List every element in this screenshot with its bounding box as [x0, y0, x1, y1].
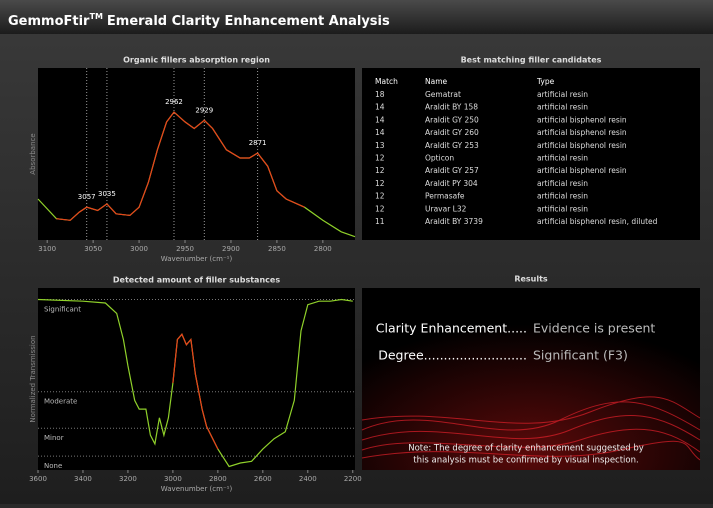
- table-cell: Araldit PY 304: [425, 179, 478, 188]
- table-cell: Araldit BY 158: [425, 103, 478, 112]
- panel-title: Results: [514, 275, 548, 284]
- x-tick-label: 3200: [119, 475, 137, 483]
- x-tick-label: 2950: [176, 245, 194, 253]
- table-cell: artificial resin: [537, 154, 588, 163]
- table-cell: Gematrat: [425, 90, 461, 99]
- result-label: Clarity Enhancement.....: [376, 321, 527, 336]
- table-cell: 12: [375, 192, 385, 201]
- table-cell: Araldit GY 250: [425, 115, 479, 124]
- table-cell: 14: [375, 115, 385, 124]
- x-tick-label: 2800: [314, 245, 332, 253]
- table-cell: Araldit GY 260: [425, 128, 479, 137]
- level-label: None: [44, 462, 62, 470]
- app-window: GemmoFtirTM Emerald Clarity Enhancement A…: [0, 0, 713, 504]
- table-cell: artificial bisphenol resin: [537, 128, 627, 137]
- y-axis-label: Absorbance: [29, 133, 37, 174]
- table-cell: artificial bisphenol resin: [537, 115, 627, 124]
- x-tick-label: 2900: [222, 245, 240, 253]
- table-cell: 11: [375, 217, 385, 226]
- x-tick-label: 3000: [130, 245, 148, 253]
- x-tick-label: 3100: [38, 245, 56, 253]
- result-label: Degree..........................: [378, 348, 527, 363]
- peak-label: 2962: [165, 98, 183, 106]
- x-tick-label: 3400: [74, 475, 92, 483]
- table-cell: Uravar L32: [425, 204, 467, 213]
- table-cell: artificial bisphenol resin: [537, 166, 627, 175]
- table-cell: artificial resin: [537, 179, 588, 188]
- level-label: Significant: [44, 305, 81, 313]
- table-cell: 13: [375, 141, 385, 150]
- peak-label: 2929: [195, 106, 213, 114]
- table-cell: artificial resin: [537, 192, 588, 201]
- result-note: Note: The degree of clarity enhancement …: [408, 444, 644, 454]
- table-cell: 12: [375, 166, 385, 175]
- chart-title: Organic fillers absorption region: [123, 56, 270, 65]
- table-cell: 18: [375, 90, 385, 99]
- x-tick-label: 3000: [164, 475, 182, 483]
- table-cell: 12: [375, 179, 385, 188]
- x-tick-label: 3050: [84, 245, 102, 253]
- peak-label: 2871: [249, 139, 267, 147]
- column-header: Match: [375, 77, 398, 86]
- x-axis-label: Wavenumber (cm⁻¹): [161, 255, 233, 263]
- column-header: Name: [425, 77, 448, 86]
- app-subtitle: Emerald Clarity Enhancement Analysis: [107, 14, 390, 29]
- x-tick-label: 2850: [268, 245, 286, 253]
- peak-label: 3035: [98, 190, 116, 198]
- table-cell: Permasafe: [425, 192, 465, 201]
- x-tick-label: 2400: [299, 475, 317, 483]
- result-note: this analysis must be confirmed by visua…: [413, 456, 638, 466]
- trademark: TM: [89, 12, 102, 21]
- table-cell: Opticon: [425, 154, 454, 163]
- table-cell: 12: [375, 204, 385, 213]
- plot-area: [38, 68, 355, 240]
- y-axis-label: Normalized Transmission: [29, 335, 37, 422]
- header-title: GemmoFtirTM Emerald Clarity Enhancement A…: [8, 12, 390, 29]
- result-value: Evidence is present: [533, 321, 655, 336]
- level-label: Minor: [44, 434, 64, 442]
- table-cell: Araldit GY 253: [425, 141, 479, 150]
- x-tick-label: 2800: [209, 475, 227, 483]
- table-cell: 14: [375, 128, 385, 137]
- peak-label: 3057: [78, 193, 96, 201]
- table-cell: Araldit BY 3739: [425, 217, 483, 226]
- table-cell: Araldit GY 257: [425, 166, 479, 175]
- table-cell: artificial bisphenol resin: [537, 141, 627, 150]
- app-name: GemmoFtir: [8, 14, 90, 29]
- chart-title: Detected amount of filler substances: [113, 276, 280, 285]
- x-tick-label: 3600: [29, 475, 47, 483]
- x-tick-label: 2600: [254, 475, 272, 483]
- panel-title: Best matching filler candidates: [461, 56, 602, 65]
- x-tick-label: 2200: [344, 475, 362, 483]
- result-value: Significant (F3): [533, 348, 628, 363]
- table-cell: artificial resin: [537, 103, 588, 112]
- column-header: Type: [536, 77, 555, 86]
- page: GemmoFtirTM Emerald Clarity Enhancement A…: [0, 0, 713, 504]
- level-label: Moderate: [44, 398, 77, 406]
- x-axis-label: Wavenumber (cm⁻¹): [161, 485, 233, 493]
- table-cell: artificial bisphenol resin, diluted: [537, 217, 658, 226]
- table-cell: artificial resin: [537, 204, 588, 213]
- table-panel: [362, 68, 700, 240]
- table-cell: 14: [375, 103, 385, 112]
- table-cell: artificial resin: [537, 90, 588, 99]
- table-cell: 12: [375, 154, 385, 163]
